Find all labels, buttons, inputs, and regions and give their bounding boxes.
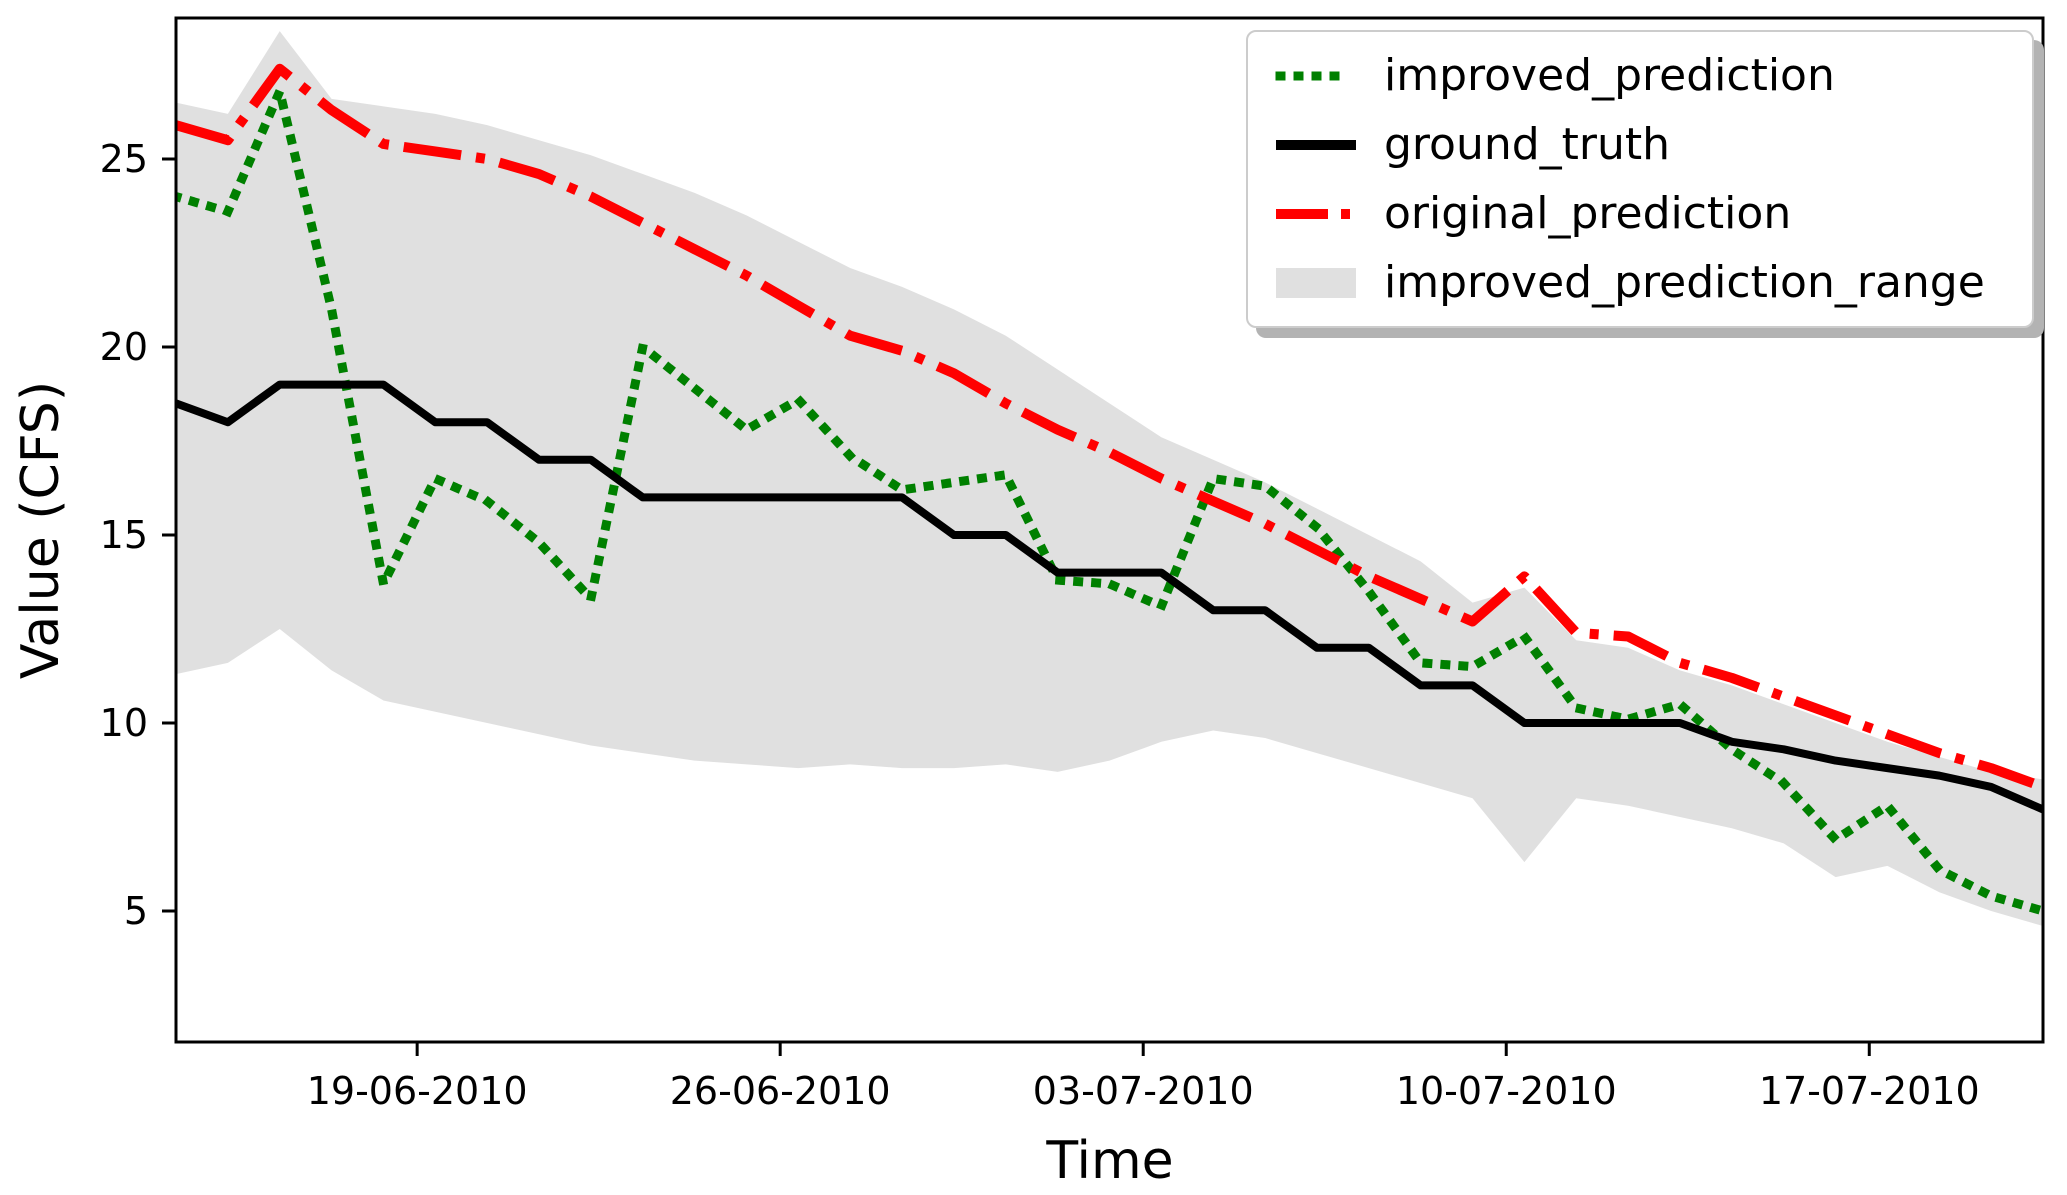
- legend-entry-ground_truth: ground_truth: [1274, 119, 2006, 170]
- x-tick-label: 26-06-2010: [670, 1069, 891, 1113]
- prediction-range-band: [176, 31, 2043, 927]
- legend-entry-improved_prediction_range: improved_prediction_range: [1274, 257, 2006, 308]
- y-tick-label: 10: [100, 701, 148, 745]
- legend-swatch-dashdot-icon: [1274, 206, 1358, 222]
- legend-label: original_prediction: [1384, 188, 1792, 239]
- y-tick-label: 25: [100, 137, 148, 181]
- series-original_prediction: [176, 63, 2043, 792]
- y-axis-ticks: 5 10 15 20 25: [100, 137, 176, 933]
- legend-entry-original_prediction: original_prediction: [1274, 188, 2006, 239]
- legend-swatch-dotted-icon: [1274, 68, 1358, 84]
- y-axis-title: Value (CFS): [11, 381, 71, 679]
- legend: improved_prediction ground_truth original_…: [1246, 30, 2034, 328]
- y-tick-label: 5: [124, 889, 148, 933]
- band-improved_prediction_range: [176, 31, 2043, 927]
- series-lines: [176, 63, 2043, 916]
- plot-frame: [174, 16, 2045, 1044]
- legend-entry-improved_prediction: improved_prediction: [1274, 50, 2006, 101]
- legend-label: improved_prediction: [1384, 50, 1835, 101]
- legend-label: improved_prediction_range: [1384, 257, 1985, 308]
- y-tick-label: 20: [100, 325, 148, 369]
- legend-label: ground_truth: [1384, 119, 1671, 170]
- x-axis-title: Time: [1045, 1131, 1173, 1191]
- x-tick-label: 17-07-2010: [1759, 1069, 1980, 1113]
- legend-swatch-solid-icon: [1274, 137, 1358, 153]
- series-improved_prediction: [176, 86, 2043, 916]
- x-tick-label: 03-07-2010: [1033, 1069, 1254, 1113]
- x-axis-ticks: 19-06-2010 26-06-2010 03-07-2010 10-07-2010…: [307, 1042, 1980, 1113]
- legend-swatch-patch-icon: [1274, 266, 1358, 300]
- x-tick-label: 19-06-2010: [307, 1069, 528, 1113]
- series-ground_truth: [176, 380, 2043, 814]
- y-tick-label: 15: [100, 513, 148, 557]
- x-tick-label: 10-07-2010: [1396, 1069, 1617, 1113]
